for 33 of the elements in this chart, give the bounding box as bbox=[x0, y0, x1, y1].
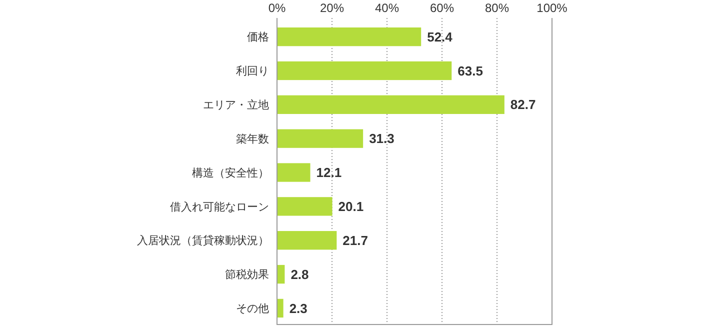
bar bbox=[277, 95, 504, 114]
data-label: 2.3 bbox=[289, 300, 308, 316]
data-label: 2.8 bbox=[290, 266, 309, 282]
y-tick-label: 価格 bbox=[247, 32, 269, 44]
data-label: 21.7 bbox=[342, 232, 368, 248]
bar bbox=[277, 231, 337, 250]
data-label: 63.5 bbox=[458, 63, 483, 78]
bar bbox=[277, 264, 285, 284]
bar bbox=[277, 61, 452, 80]
y-tick-label: エリア・立地 bbox=[203, 98, 269, 112]
bar bbox=[277, 163, 310, 182]
y-tick-label: 入居状況（賃貸稼動状況） bbox=[137, 234, 269, 248]
data-label: 52.4 bbox=[427, 29, 454, 44]
bar bbox=[277, 129, 364, 148]
data-label: 12.1 bbox=[316, 165, 342, 180]
x-tick-label: 100% bbox=[536, 1, 568, 15]
y-tick-label: 築年数 bbox=[236, 133, 269, 146]
y-tick-label: 借入れ可能なローン bbox=[170, 200, 269, 214]
x-tick-label: 40% bbox=[374, 1, 400, 15]
y-tick-label: 利回り bbox=[236, 64, 269, 78]
bar bbox=[277, 298, 284, 318]
data-label: 82.7 bbox=[510, 97, 536, 112]
x-tick-label: 20% bbox=[320, 1, 344, 15]
bar bbox=[277, 27, 422, 46]
x-tick-label: 60% bbox=[430, 1, 454, 15]
data-label: 31.3 bbox=[369, 131, 394, 146]
y-tick-label: 節税効果 bbox=[225, 268, 269, 282]
data-label: 20.1 bbox=[338, 198, 364, 214]
x-tick-label: 80% bbox=[484, 1, 510, 15]
y-tick-label: その他 bbox=[236, 303, 269, 316]
y-tick-label: 構造（安全性） bbox=[192, 166, 269, 180]
bar bbox=[277, 197, 332, 216]
x-tick-label: 0% bbox=[268, 1, 286, 15]
